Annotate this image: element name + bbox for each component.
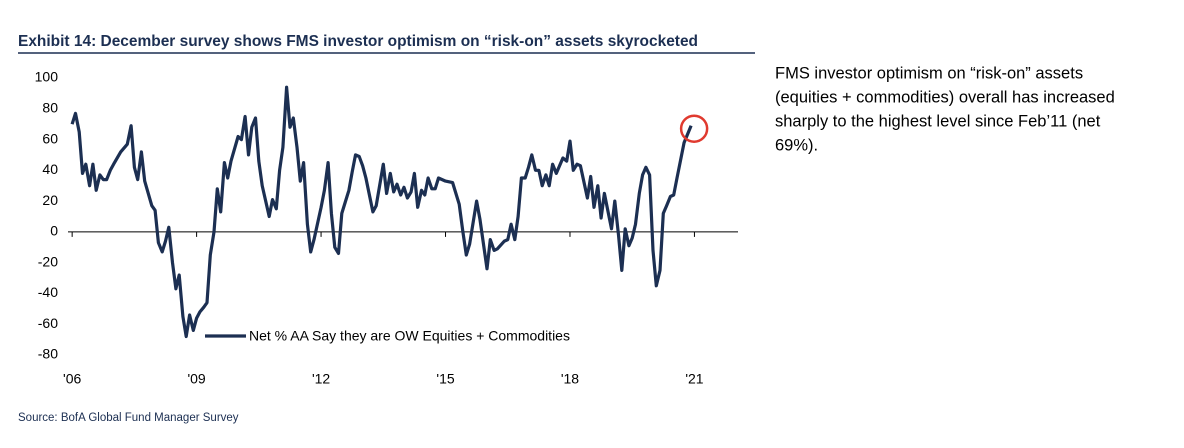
y-tick-label: -20 — [38, 253, 58, 269]
legend-label: Net % AA Say they are OW Equities + Comm… — [249, 328, 570, 344]
y-tick-label: 60 — [42, 130, 58, 146]
x-tick-label: '06 — [63, 371, 81, 387]
x-tick-label: '18 — [561, 371, 579, 387]
y-tick-label: -80 — [38, 346, 58, 362]
x-tick-label: '09 — [187, 371, 205, 387]
x-tick-label: '12 — [312, 371, 330, 387]
x-tick-label: '15 — [436, 371, 454, 387]
annotation: (equities + commodities) overall has inc… — [775, 88, 1115, 106]
y-tick-label: 80 — [42, 99, 58, 115]
annotation: sharply to the highest level since Feb’1… — [775, 112, 1101, 130]
line-series — [70, 85, 693, 339]
annotation: 69%). — [775, 136, 818, 154]
y-tick-label: 100 — [35, 69, 59, 85]
y-tick-label: 0 — [50, 223, 58, 239]
y-tick-label: -40 — [38, 284, 58, 300]
chart-title: Exhibit 14: December survey shows FMS in… — [18, 33, 698, 50]
source: Source: BofA Global Fund Manager Survey — [18, 412, 239, 424]
x-tick-label: '21 — [685, 371, 703, 387]
y-tick-label: 40 — [42, 161, 58, 177]
annotation: FMS investor optimism on “risk-on” asset… — [775, 64, 1083, 82]
y-tick-label: 20 — [42, 192, 58, 208]
y-tick-label: -60 — [38, 315, 58, 331]
highlight-circle — [679, 114, 709, 143]
